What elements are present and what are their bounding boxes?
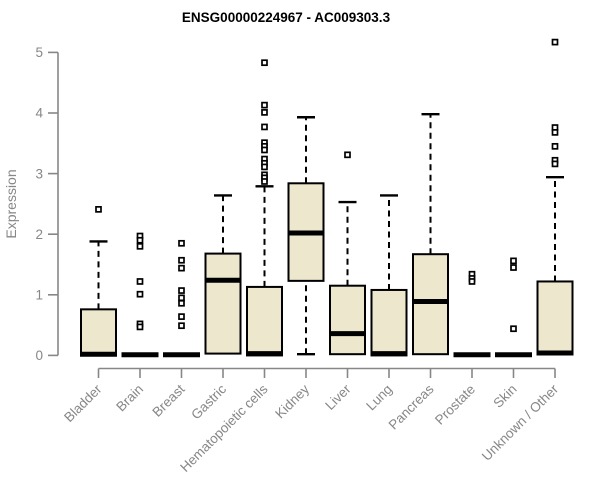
- outlier-point: [178, 294, 185, 302]
- outlier-point: [551, 142, 559, 150]
- outlier-point: [551, 160, 559, 168]
- outlier-point: [95, 206, 102, 213]
- x-tick-label: Prostate: [432, 382, 478, 428]
- outlier-point: [178, 239, 185, 247]
- outlier-point: [178, 256, 185, 264]
- outlier-point: [136, 290, 144, 298]
- outlier-point: [261, 101, 268, 109]
- box-hematopoietic-cells: [246, 59, 283, 357]
- outlier-point: [510, 257, 517, 265]
- x-tick-label: Breast: [149, 381, 187, 419]
- y-tick-label: 0: [35, 348, 43, 363]
- outlier-point: [344, 151, 351, 159]
- box: [80, 308, 117, 357]
- box: [536, 280, 574, 356]
- box-liver: [329, 151, 366, 356]
- box-series: [80, 38, 574, 358]
- y-tick-label: 2: [35, 227, 43, 242]
- chart-title: ENSG00000224967 - AC009303.3: [182, 10, 391, 25]
- outlier-point: [136, 278, 144, 285]
- outlier-point: [261, 123, 268, 131]
- outlier-point: [261, 178, 268, 185]
- outlier-point: [261, 59, 268, 67]
- y-tick-label: 5: [35, 45, 43, 60]
- outlier-point: [178, 287, 185, 294]
- x-tick-label: Liver: [322, 381, 354, 413]
- outlier-point: [551, 129, 559, 136]
- box-pancreas: [412, 113, 449, 356]
- x-tick-label: Gastric: [188, 381, 229, 422]
- y-tick-label: 3: [35, 166, 43, 181]
- box-prostate: [453, 270, 491, 358]
- y-tick-label: 4: [35, 106, 43, 121]
- x-tick-label: Skin: [490, 382, 519, 411]
- box: [246, 285, 283, 357]
- box-bladder: [80, 206, 117, 357]
- outlier-point: [178, 264, 185, 272]
- outlier-point: [178, 313, 185, 320]
- box-unknown-other: [536, 38, 574, 356]
- box-brain: [121, 232, 159, 358]
- outlier-point: [136, 323, 144, 331]
- x-tick-label: Unknown / Other: [479, 381, 562, 464]
- outlier-point: [261, 146, 268, 154]
- outlier-point: [136, 242, 144, 250]
- x-tick-label: Brain: [113, 382, 146, 415]
- y-tick-label: 1: [35, 288, 43, 303]
- box: [370, 288, 408, 357]
- x-tick-label: Kidney: [272, 381, 312, 421]
- outlier-point: [510, 264, 517, 271]
- outlier-point: [136, 236, 144, 244]
- box: [412, 253, 449, 356]
- x-tick-label: Lung: [363, 382, 395, 414]
- outlier-point: [510, 325, 517, 333]
- x-tick-label: Pancreas: [386, 381, 437, 432]
- box-gastric: [204, 194, 242, 355]
- box-breast: [163, 239, 200, 358]
- y-axis: 0 1 2 3 4 5: [35, 45, 59, 363]
- outlier-point: [261, 109, 268, 116]
- outlier-point: [178, 322, 185, 330]
- box-kidney: [287, 116, 325, 356]
- outlier-point: [468, 278, 476, 285]
- outlier-point: [261, 163, 268, 171]
- y-axis-title: Expression: [3, 169, 19, 238]
- box: [329, 284, 366, 356]
- box-lung: [370, 194, 408, 357]
- x-tick-label: Bladder: [61, 381, 105, 425]
- outlier-point: [551, 38, 559, 46]
- box: [204, 252, 242, 355]
- outlier-point: [178, 299, 185, 307]
- box-skin: [495, 257, 532, 358]
